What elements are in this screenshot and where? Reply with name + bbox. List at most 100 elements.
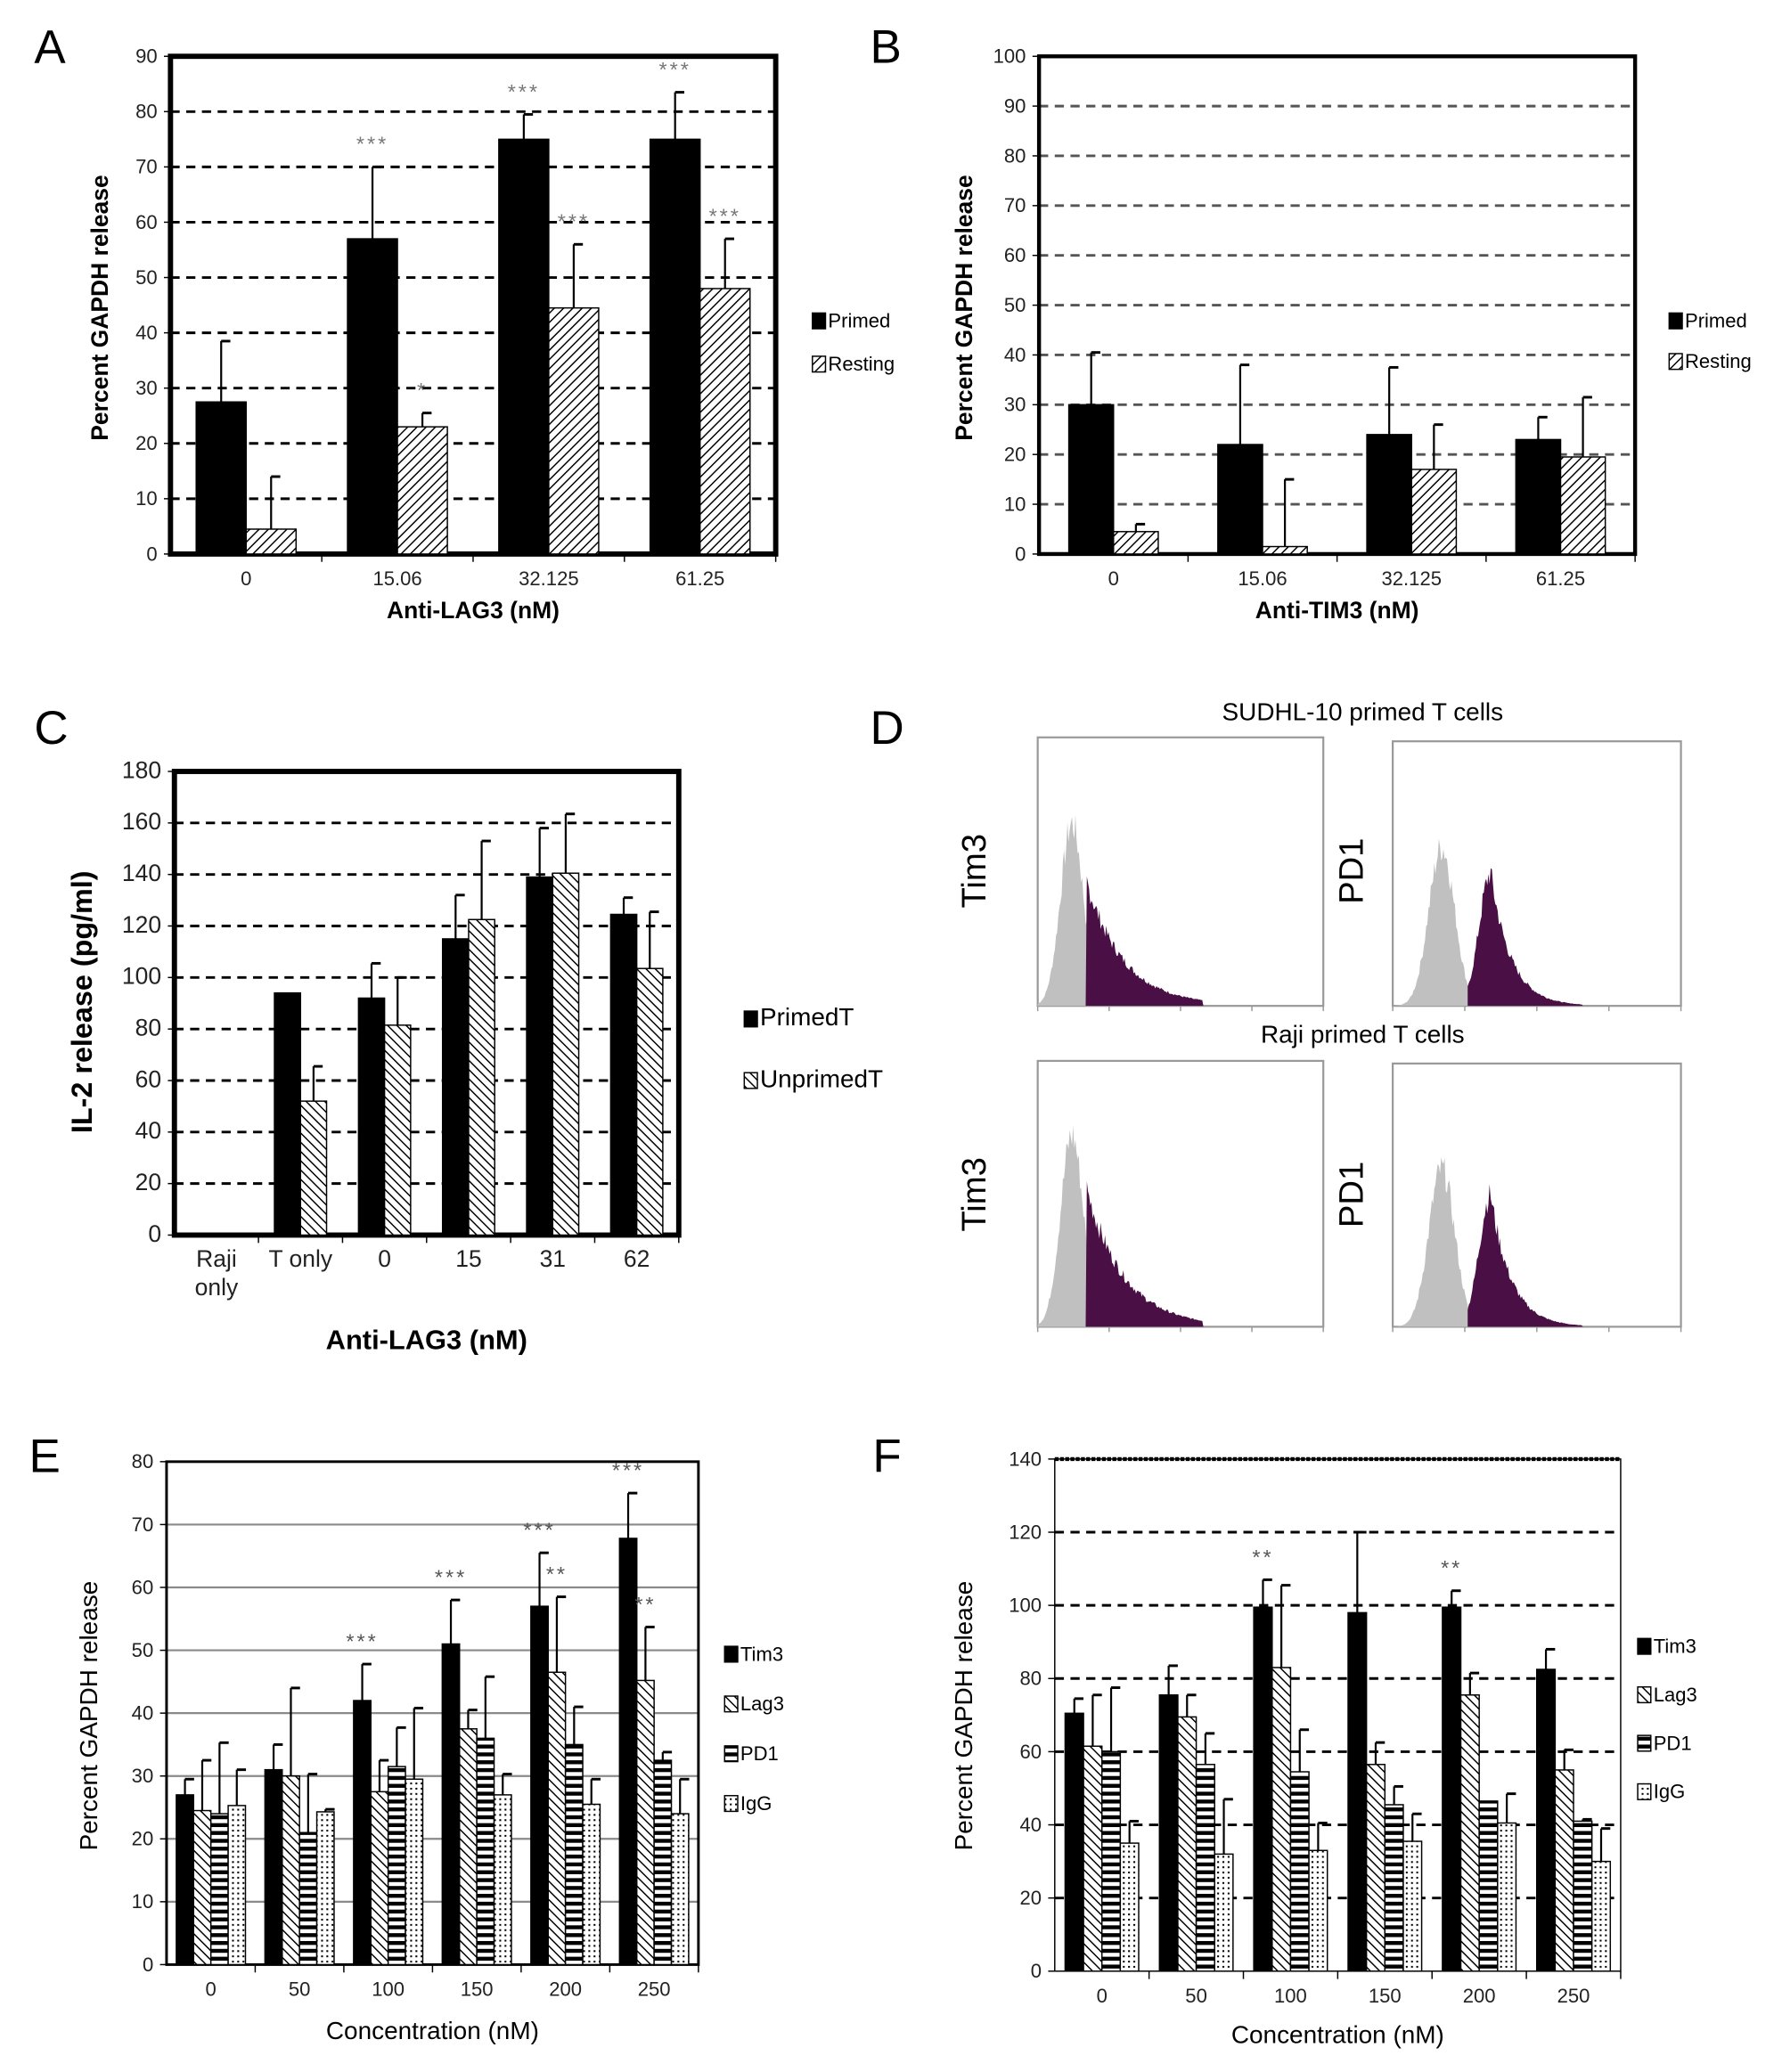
y-tick-label: 60 xyxy=(1020,1741,1042,1763)
y-tick-label: 100 xyxy=(122,963,161,990)
y-tick-label: 0 xyxy=(1031,1960,1042,1982)
y-tick-label: 100 xyxy=(993,45,1026,68)
y-tick-label: 60 xyxy=(135,1065,161,1092)
legend-label-primedt: PrimedT xyxy=(760,1003,854,1031)
y-axis-title: Percent GAPDH release xyxy=(951,175,977,440)
legend-label-igg: IgG xyxy=(1654,1781,1686,1803)
y-tick-label: 50 xyxy=(132,1639,154,1661)
bar-tim3 xyxy=(176,1794,195,1966)
legend-swatch-pd1 xyxy=(723,1745,739,1763)
bar-resting xyxy=(548,306,600,555)
significance-stars: *** xyxy=(508,80,540,103)
y-tick-label: 60 xyxy=(132,1576,154,1598)
bar-resting xyxy=(396,426,448,555)
y-tick-label: 0 xyxy=(148,1220,161,1247)
x-tick-label: 200 xyxy=(1463,1985,1496,2007)
legend-label-primed: Primed xyxy=(828,310,890,332)
legend-swatch-igg xyxy=(723,1795,739,1813)
bar-primedt xyxy=(441,938,470,1236)
bar-pd1 xyxy=(1384,1804,1404,1972)
x-tick-label: 61.25 xyxy=(1536,567,1585,590)
flow-label-pd1-bottom: PD1 xyxy=(1332,1162,1370,1228)
bar-lag3 xyxy=(282,1774,300,1966)
bar-igg xyxy=(405,1778,424,1966)
histogram-plot xyxy=(1392,1062,1682,1333)
isotype-histogram xyxy=(1037,814,1124,1007)
bar-lag3 xyxy=(1271,1667,1292,1972)
significance-stars: *** xyxy=(435,1565,467,1588)
x-axis-title: Anti-LAG3 (nM) xyxy=(387,597,560,624)
bar-primedt xyxy=(526,876,554,1236)
bar-unprimedt xyxy=(468,918,495,1236)
x-tick-label: 250 xyxy=(638,1978,671,2001)
y-tick-label: 70 xyxy=(135,156,158,178)
bar-igg xyxy=(315,1811,335,1966)
y-tick-label: 40 xyxy=(135,322,158,344)
legend-swatch-lag3 xyxy=(723,1695,739,1713)
significance-stars: ** xyxy=(1441,1556,1462,1579)
significance-stars: * xyxy=(417,379,428,402)
bar-primed xyxy=(1217,444,1263,555)
x-tick-label: 50 xyxy=(289,1978,311,2001)
legend-label-primed: Primed xyxy=(1685,310,1747,332)
bar-tim3 xyxy=(1347,1611,1368,1972)
x-tick-label: 0 xyxy=(1108,567,1119,590)
y-tick-label: 20 xyxy=(132,1828,154,1850)
bar-resting xyxy=(699,288,751,555)
bar-primedt xyxy=(274,991,302,1236)
x-axis-title: Concentration (nM) xyxy=(326,2017,539,2044)
plot-frame xyxy=(165,1460,700,1966)
bar-lag3 xyxy=(1365,1764,1386,1972)
y-axis-title: IL-2 release (pg/ml) xyxy=(66,870,98,1133)
isotype-histogram xyxy=(1393,1157,1480,1327)
flow-cytometry-panel: SUDHL-10 primed T cells Raji primed T ce… xyxy=(955,698,1682,1333)
bar-primed xyxy=(1515,438,1562,555)
legend-swatch-primedt xyxy=(743,1010,758,1028)
chart-panel-b: 0 10 20 30 40 50 60 70 80 90 100 0 15.06 32.125 61.25 A… xyxy=(951,45,1752,624)
bar-unprimedt xyxy=(299,1100,328,1236)
significance-stars: *** xyxy=(346,1629,378,1652)
y-tick-label: 40 xyxy=(132,1701,154,1724)
y-tick-label: 180 xyxy=(122,756,161,783)
y-tick-label: 10 xyxy=(132,1890,154,1913)
bar-pd1 xyxy=(1478,1800,1499,1972)
bar-pd1 xyxy=(1195,1764,1215,1972)
x-tick-label: 100 xyxy=(1274,1985,1307,2007)
bar-tim3 xyxy=(530,1605,549,1966)
significance-stars: *** xyxy=(356,133,388,156)
x-tick-label: only xyxy=(195,1274,239,1301)
significance-stars: *** xyxy=(558,210,590,233)
legend-swatch-pd1 xyxy=(1637,1734,1652,1752)
y-tick-label: 120 xyxy=(1009,1521,1042,1543)
bar-primed xyxy=(347,238,398,555)
legend-label-unprimedt: UnprimedT xyxy=(760,1065,883,1092)
y-tick-label: 0 xyxy=(146,542,157,565)
bar-igg xyxy=(1402,1840,1423,1972)
bar-resting xyxy=(1262,545,1308,555)
x-tick-label: 15.06 xyxy=(1238,567,1287,590)
bar-igg xyxy=(1497,1822,1517,1972)
significance-stars: ** xyxy=(634,1593,656,1616)
bar-lag3 xyxy=(1554,1769,1574,1972)
bar-tim3 xyxy=(353,1700,372,1966)
x-tick-label: 150 xyxy=(461,1978,494,2001)
histogram-plot xyxy=(1392,740,1682,1012)
significance-stars: *** xyxy=(659,58,691,81)
legend-swatch-resting xyxy=(812,355,827,373)
x-tick-label: 100 xyxy=(372,1978,405,2001)
y-tick-label: 20 xyxy=(135,1169,161,1195)
x-tick-label: 31 xyxy=(540,1245,566,1272)
bar-unprimedt xyxy=(635,967,664,1236)
significance-stars: ** xyxy=(1252,1546,1273,1569)
x-tick-label: 50 xyxy=(1185,1985,1207,2007)
y-tick-label: 80 xyxy=(1020,1668,1042,1690)
x-tick-label: 250 xyxy=(1557,1985,1590,2007)
x-tick-label: 62 xyxy=(624,1245,650,1272)
flow-label-tim3-top: Tim3 xyxy=(955,834,993,909)
flow-label-pd1-top: PD1 xyxy=(1332,838,1370,904)
bar-lag3 xyxy=(459,1728,478,1966)
bar-lag3 xyxy=(547,1671,567,1966)
flow-label-tim3-bottom: Tim3 xyxy=(955,1157,993,1232)
